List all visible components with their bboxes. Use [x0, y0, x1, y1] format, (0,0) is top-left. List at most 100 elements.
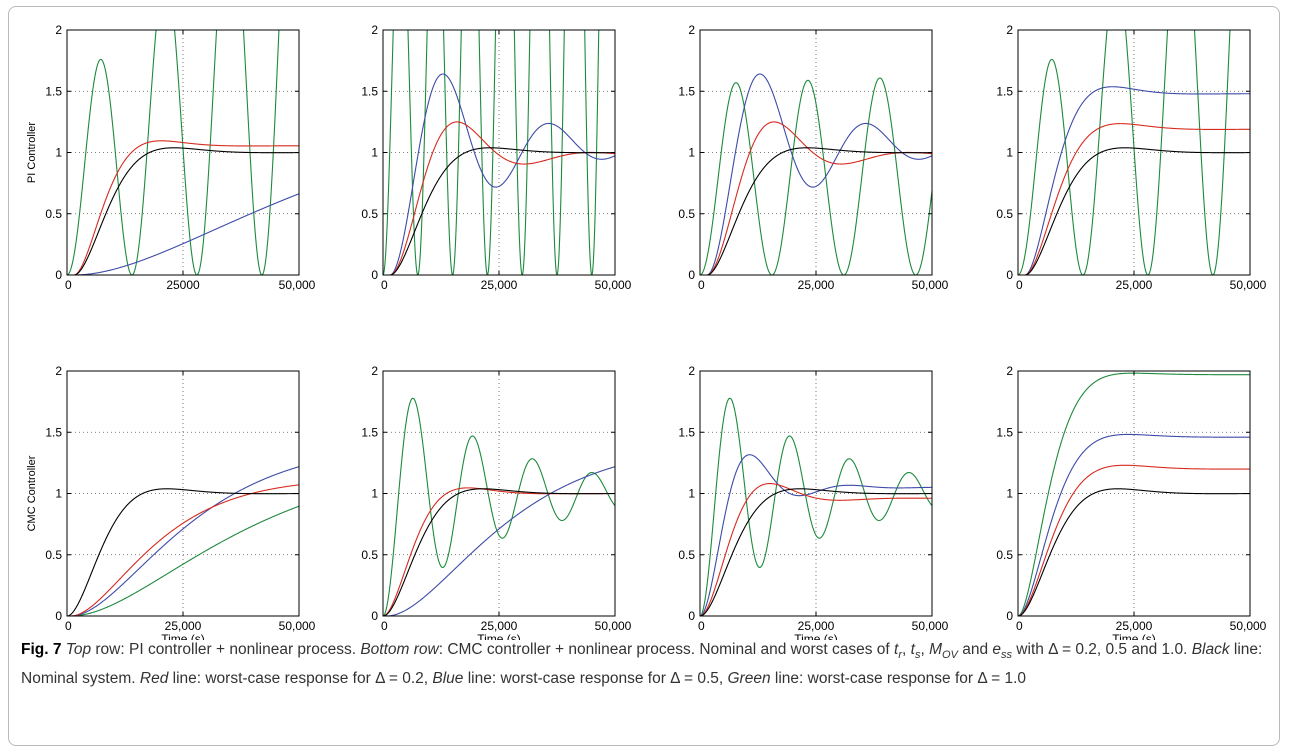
y-tick-label: 1.5	[361, 84, 378, 98]
series-line-delta_0_5	[1018, 86, 1250, 275]
series-line-delta_0_2	[1018, 123, 1250, 275]
y-tick-label: 0.5	[361, 548, 378, 562]
series-line-delta_1_0	[383, 397, 615, 616]
x-axis-label: Time (s)	[1112, 632, 1156, 640]
caption-text-5: line: worst-case response for Δ = 0.2,	[168, 670, 433, 688]
series-line-delta_1_0	[700, 77, 932, 275]
y-tick-label: 2	[688, 364, 695, 378]
x-tick-label: 0	[65, 619, 72, 633]
y-tick-label: 1	[688, 487, 695, 501]
series-line-delta_0_2	[700, 121, 932, 275]
series-line-delta_0_5	[700, 73, 932, 275]
y-tick-label: 1.5	[361, 425, 378, 439]
series-line-delta_1_0	[1018, 30, 1231, 275]
x-tick-label: 25000	[166, 278, 200, 292]
y-tick-label: 1.5	[45, 425, 62, 439]
y-tick-label: 1.5	[996, 425, 1013, 439]
series-line-delta_0_5	[700, 454, 932, 616]
caption-tr: tr	[894, 641, 902, 662]
caption-fig-label: Fig. 7	[21, 641, 62, 658]
y-tick-label: 0.5	[361, 207, 378, 221]
series-line-delta_0_5	[383, 466, 615, 616]
subplot-r1c3: 0 25,000 50,000 0 0.5 1 1.5 2	[678, 23, 948, 292]
x-tick-label: 0	[381, 619, 388, 633]
caption-blue: Blue	[432, 670, 464, 688]
series-line-nominal	[67, 488, 299, 616]
series-line-delta_0_2	[700, 483, 932, 616]
series-line-delta_0_2	[67, 484, 299, 616]
x-tick-label: 25,000	[798, 278, 835, 292]
y-tick-label: 1	[371, 487, 378, 501]
y-tick-label: 0.5	[678, 548, 695, 562]
y-tick-label: 0.5	[45, 207, 62, 221]
series-line-nominal	[67, 147, 299, 275]
x-tick-label: 0	[698, 278, 705, 292]
caption-mov: MOV	[929, 641, 958, 662]
subplot-r2c2: 0 25,000 50,000 0 0.5 1 1.5 2 Time (s)	[361, 364, 631, 640]
caption-black: Black	[1191, 641, 1230, 658]
y-tick-label: 2	[371, 23, 378, 37]
caption-text-1: row: PI controller + nonlinear process.	[91, 641, 361, 658]
caption-text-2: : CMC controller + nonlinear process. No…	[438, 641, 895, 658]
y-axis-label: PI Controller	[26, 122, 38, 183]
y-tick-label: 2	[1006, 23, 1013, 37]
caption-text-6: line: worst-case response for Δ = 0.5,	[463, 670, 728, 688]
y-tick-label: 1.5	[678, 84, 695, 98]
x-tick-label: 25,000	[1116, 619, 1153, 633]
x-tick-label: 25,000	[165, 619, 202, 633]
series-line-delta_0_5	[383, 73, 615, 275]
subplot-r1c2: 0 25,000 50,000 0 0.5 1 1.5 2	[361, 23, 631, 292]
series-line-nominal	[1018, 147, 1250, 275]
y-tick-label: 1	[55, 146, 62, 160]
y-tick-label: 0.5	[678, 207, 695, 221]
x-tick-label: 50,000	[912, 278, 949, 292]
x-tick-label: 25,000	[481, 619, 518, 633]
caption-text-7: line: worst-case response for Δ = 1.0	[770, 670, 1027, 688]
series-line-delta_1_0	[67, 505, 299, 616]
y-tick-label: 2	[1006, 364, 1013, 378]
caption-sep: ,	[920, 641, 930, 658]
x-tick-label: 0	[1016, 278, 1023, 292]
caption-top-italic: Top	[65, 641, 92, 658]
series-line-delta_1_0	[67, 30, 280, 275]
x-axis-label: Time (s)	[794, 632, 838, 640]
y-tick-label: 0.5	[45, 548, 62, 562]
series-line-delta_0_5	[67, 193, 299, 275]
x-tick-label: 25,000	[481, 278, 518, 292]
caption-sep: ,	[902, 641, 911, 658]
y-tick-label: 1	[688, 146, 695, 160]
y-tick-label: 0	[1006, 609, 1013, 623]
y-tick-label: 1.5	[45, 84, 62, 98]
series-line-delta_0_2	[383, 121, 615, 275]
caption-and: and	[957, 641, 993, 658]
series-line-nominal	[383, 488, 615, 616]
caption-text-4: line: Nominal system.	[21, 641, 1263, 688]
y-tick-label: 2	[55, 364, 62, 378]
caption-green: Green	[727, 670, 771, 688]
subplot-r2c3: 0 25,000 50,000 0 0.5 1 1.5 2 Time (s)	[678, 364, 948, 640]
x-axis-label: Time (s)	[161, 632, 205, 640]
x-tick-label: 50,000	[279, 619, 316, 633]
series-line-delta_0_5	[1018, 433, 1250, 616]
subplot-r2c1: 0 25,000 50,000 0 0.5 1 1.5 2 Time (s) CMC Contro…	[26, 364, 316, 640]
y-tick-label: 0	[371, 268, 378, 282]
y-tick-label: 0	[1006, 268, 1013, 282]
y-tick-label: 2	[371, 364, 378, 378]
series-line-delta_0_2	[1018, 464, 1250, 616]
x-tick-label: 50,000	[279, 278, 316, 292]
y-tick-label: 0.5	[996, 207, 1013, 221]
y-tick-label: 0	[688, 268, 695, 282]
y-tick-label: 2	[55, 23, 62, 37]
caption-bottom-italic: Bottom row	[360, 641, 439, 658]
series-line-nominal	[383, 147, 615, 275]
y-tick-label: 0	[55, 609, 62, 623]
y-tick-label: 0	[55, 268, 62, 282]
figure-caption: Fig. 7 Top row: PI controller + nonlinea…	[21, 638, 1271, 690]
x-tick-label: 0	[65, 278, 72, 292]
x-tick-label: 50,000	[1230, 619, 1267, 633]
x-tick-label: 25,000	[798, 619, 835, 633]
plot-grid: 0 25000 50,000 0 0.5 1 1.5 2 PI Controller 0 25,00…	[26, 23, 1267, 640]
series-line-nominal	[700, 147, 932, 275]
y-tick-label: 1	[371, 146, 378, 160]
